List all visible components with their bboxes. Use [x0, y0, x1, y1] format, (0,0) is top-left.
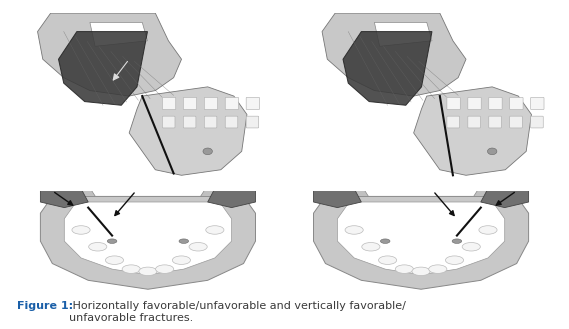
- FancyBboxPatch shape: [510, 116, 522, 128]
- Polygon shape: [473, 185, 505, 196]
- Circle shape: [395, 265, 414, 273]
- FancyBboxPatch shape: [183, 97, 197, 110]
- FancyBboxPatch shape: [225, 97, 238, 110]
- Polygon shape: [343, 32, 432, 105]
- Text: Horizontally favorable/unfavorable and vertically favorable/
unfavorable fractur: Horizontally favorable/unfavorable and v…: [69, 301, 406, 323]
- Circle shape: [105, 256, 123, 265]
- FancyBboxPatch shape: [489, 97, 502, 110]
- FancyBboxPatch shape: [225, 116, 238, 128]
- Polygon shape: [208, 189, 255, 208]
- FancyBboxPatch shape: [489, 116, 501, 128]
- Polygon shape: [322, 13, 466, 96]
- FancyBboxPatch shape: [447, 116, 459, 128]
- Polygon shape: [337, 202, 505, 275]
- Circle shape: [428, 265, 447, 273]
- Polygon shape: [90, 22, 147, 46]
- Polygon shape: [314, 189, 361, 208]
- Circle shape: [108, 239, 117, 243]
- Polygon shape: [337, 185, 369, 196]
- Circle shape: [378, 256, 397, 265]
- Circle shape: [172, 256, 191, 265]
- FancyBboxPatch shape: [468, 116, 480, 128]
- Polygon shape: [374, 22, 432, 46]
- FancyBboxPatch shape: [183, 116, 196, 128]
- Circle shape: [345, 226, 363, 234]
- Circle shape: [203, 148, 212, 155]
- Polygon shape: [414, 87, 531, 175]
- FancyBboxPatch shape: [162, 97, 176, 110]
- FancyBboxPatch shape: [447, 97, 460, 110]
- Circle shape: [139, 267, 157, 276]
- Polygon shape: [481, 189, 529, 208]
- Circle shape: [462, 242, 480, 251]
- Circle shape: [72, 226, 90, 234]
- Circle shape: [381, 239, 390, 243]
- Polygon shape: [64, 185, 96, 196]
- Circle shape: [206, 226, 224, 234]
- FancyBboxPatch shape: [204, 97, 217, 110]
- FancyBboxPatch shape: [204, 116, 217, 128]
- Circle shape: [362, 242, 380, 251]
- Polygon shape: [59, 32, 147, 105]
- FancyBboxPatch shape: [531, 97, 544, 110]
- Polygon shape: [40, 196, 255, 289]
- Circle shape: [89, 242, 107, 251]
- Circle shape: [412, 267, 430, 276]
- FancyBboxPatch shape: [531, 116, 543, 128]
- Polygon shape: [38, 13, 182, 96]
- Circle shape: [446, 256, 464, 265]
- Text: Figure 1:: Figure 1:: [17, 301, 73, 311]
- Circle shape: [452, 239, 461, 243]
- Circle shape: [155, 265, 174, 273]
- Circle shape: [179, 239, 188, 243]
- FancyBboxPatch shape: [510, 97, 523, 110]
- Polygon shape: [200, 185, 232, 196]
- FancyBboxPatch shape: [246, 116, 259, 128]
- Circle shape: [122, 265, 141, 273]
- FancyBboxPatch shape: [468, 97, 481, 110]
- Polygon shape: [129, 87, 247, 175]
- Polygon shape: [64, 202, 232, 275]
- FancyBboxPatch shape: [162, 116, 175, 128]
- Polygon shape: [314, 196, 529, 289]
- Circle shape: [488, 148, 497, 155]
- Circle shape: [479, 226, 497, 234]
- Polygon shape: [40, 189, 88, 208]
- Circle shape: [189, 242, 207, 251]
- FancyBboxPatch shape: [246, 97, 259, 110]
